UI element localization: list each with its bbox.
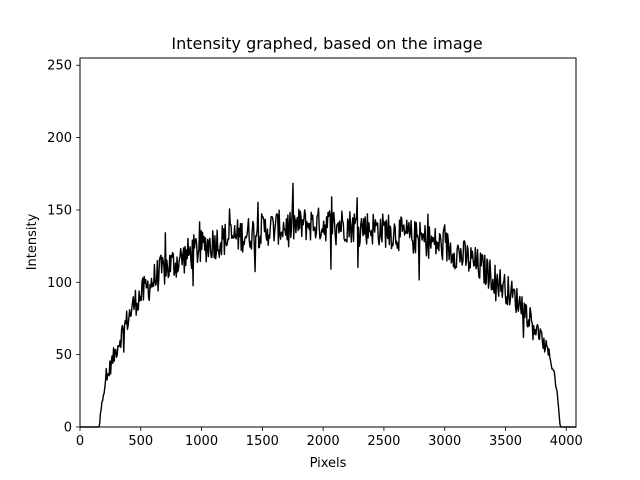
x-tick-label: 2500 (367, 434, 400, 449)
y-tick-label: 200 (47, 131, 72, 146)
plot-frame (79, 57, 577, 428)
chart-title: Intensity graphed, based on the image (171, 34, 482, 53)
y-axis-label: Intensity (25, 213, 40, 270)
x-axis-ticks: 0 500 1000 1500 2000 2500 3000 3500 4000 (76, 427, 583, 449)
x-axis-label: Pixels (310, 456, 347, 471)
x-tick-label: 0 (76, 434, 84, 449)
y-tick-label: 0 (64, 421, 72, 436)
x-tick-label: 3000 (428, 434, 461, 449)
y-tick-label: 50 (55, 348, 72, 363)
x-tick-label: 1500 (246, 434, 279, 449)
y-axis-ticks: 0 50 100 150 200 250 (47, 59, 80, 436)
x-tick-label: 3500 (489, 434, 522, 449)
x-tick-label: 2000 (307, 434, 340, 449)
y-tick-label: 250 (47, 59, 72, 74)
x-tick-label: 500 (128, 434, 153, 449)
x-tick-label: 4000 (550, 434, 583, 449)
y-tick-label: 150 (47, 203, 72, 218)
plot-content (80, 182, 576, 428)
y-tick-label: 100 (47, 276, 72, 291)
x-tick-label: 1000 (185, 434, 218, 449)
intensity-series-line (80, 182, 576, 428)
